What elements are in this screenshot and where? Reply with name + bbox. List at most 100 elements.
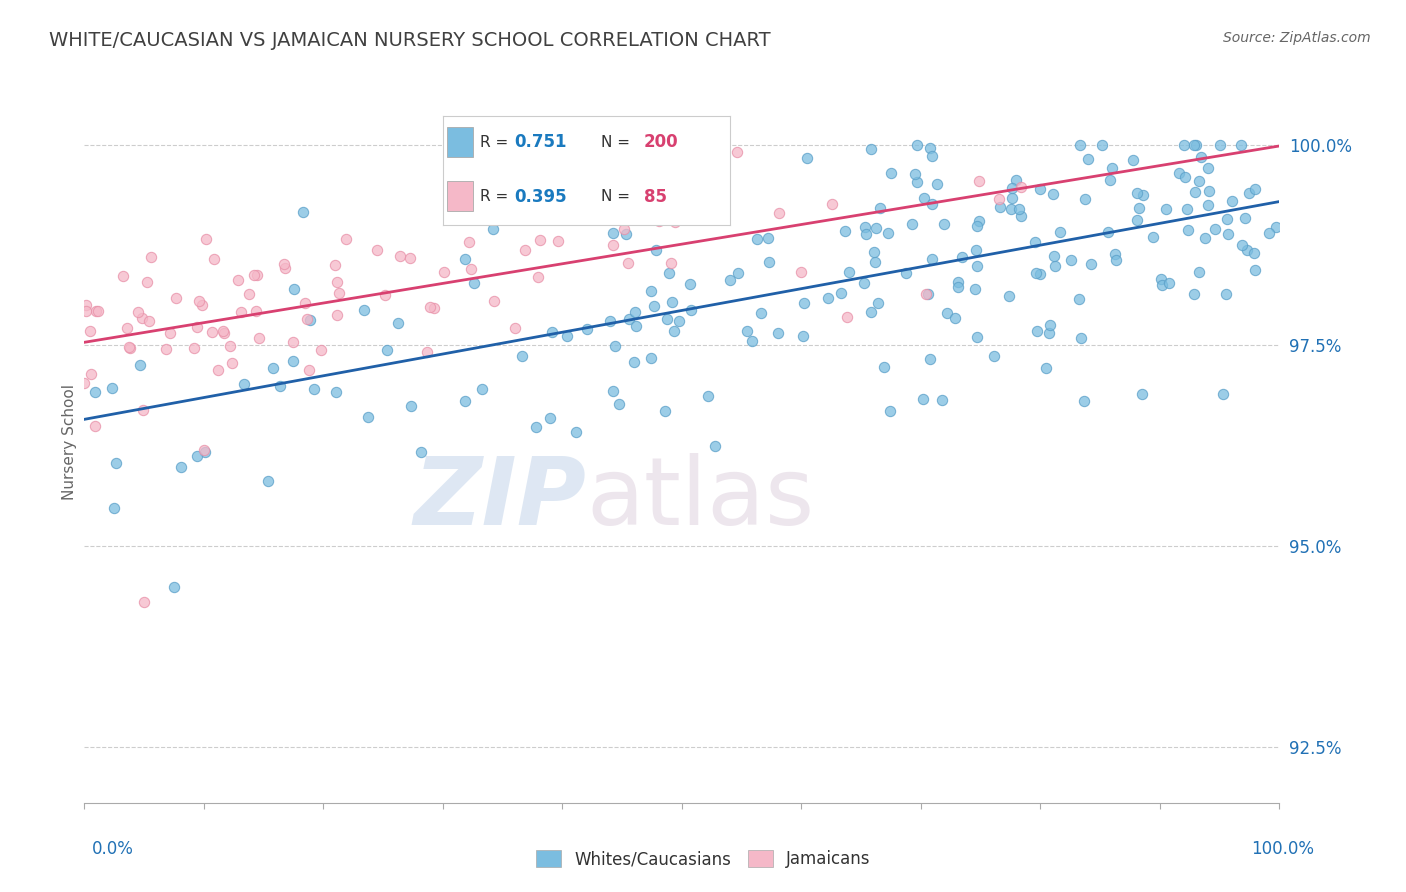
Point bbox=[1198, 184, 1220, 198]
Point bbox=[83, 384, 105, 399]
Point bbox=[1128, 201, 1150, 215]
Point bbox=[931, 392, 953, 407]
Point bbox=[1029, 268, 1052, 282]
Point bbox=[921, 197, 943, 211]
Point bbox=[1025, 266, 1047, 280]
Point bbox=[911, 392, 934, 406]
Point bbox=[1189, 150, 1212, 164]
Point bbox=[987, 192, 1010, 206]
Point bbox=[1234, 211, 1257, 226]
Point bbox=[309, 343, 332, 357]
Point bbox=[1177, 223, 1199, 237]
Point bbox=[654, 404, 676, 418]
Point bbox=[1043, 259, 1066, 273]
Point bbox=[737, 324, 759, 338]
Point bbox=[207, 362, 229, 376]
Point bbox=[821, 197, 844, 211]
Point bbox=[201, 325, 224, 339]
Point bbox=[454, 393, 477, 408]
Point bbox=[212, 326, 235, 340]
Point bbox=[921, 252, 943, 266]
Point bbox=[186, 449, 208, 463]
Point bbox=[792, 329, 814, 343]
Point bbox=[1173, 137, 1195, 152]
Point bbox=[1216, 211, 1239, 226]
Point bbox=[482, 221, 505, 235]
Point bbox=[1029, 182, 1052, 196]
Point bbox=[132, 595, 156, 609]
Point bbox=[912, 191, 935, 205]
Point bbox=[138, 314, 160, 328]
Point bbox=[84, 303, 107, 318]
Point bbox=[1258, 226, 1281, 240]
Point bbox=[112, 269, 135, 284]
Point bbox=[876, 226, 898, 240]
Point bbox=[1099, 173, 1122, 187]
Point bbox=[1105, 252, 1128, 267]
Point bbox=[745, 232, 768, 246]
Point bbox=[465, 203, 488, 218]
Point bbox=[966, 329, 988, 343]
Point bbox=[295, 311, 318, 326]
Point bbox=[283, 354, 305, 368]
Point bbox=[704, 439, 727, 453]
Point bbox=[419, 300, 441, 314]
Point bbox=[191, 298, 214, 312]
Point bbox=[915, 287, 938, 301]
Point bbox=[932, 217, 955, 231]
Point bbox=[1035, 361, 1057, 376]
Point bbox=[756, 231, 779, 245]
Point bbox=[256, 474, 278, 488]
Point bbox=[1185, 137, 1208, 152]
Point bbox=[1073, 394, 1095, 409]
Point bbox=[1060, 252, 1083, 267]
Point bbox=[998, 289, 1021, 303]
Point bbox=[326, 308, 349, 322]
Point bbox=[865, 221, 887, 235]
Point bbox=[374, 288, 396, 302]
Point bbox=[416, 345, 439, 359]
Point bbox=[292, 205, 315, 219]
Point bbox=[1126, 186, 1149, 201]
Point bbox=[599, 313, 621, 327]
Point bbox=[1212, 387, 1234, 401]
Point bbox=[659, 256, 682, 270]
Point bbox=[357, 410, 380, 425]
Point bbox=[880, 166, 903, 180]
Text: 100.0%: 100.0% bbox=[1251, 840, 1315, 858]
Point bbox=[1132, 386, 1154, 401]
Point bbox=[387, 317, 409, 331]
Point bbox=[1216, 227, 1239, 242]
Point bbox=[87, 303, 110, 318]
Point bbox=[202, 252, 225, 266]
Point bbox=[115, 321, 138, 335]
Text: atlas: atlas bbox=[586, 453, 814, 545]
Point bbox=[529, 233, 551, 247]
Point bbox=[1132, 188, 1154, 202]
Point bbox=[117, 340, 139, 354]
Legend: Whites/Caucasians, Jamaicans: Whites/Caucasians, Jamaicans bbox=[529, 843, 877, 875]
Point bbox=[1080, 257, 1102, 271]
Point bbox=[1194, 231, 1216, 245]
Point bbox=[247, 331, 270, 345]
Point bbox=[1208, 137, 1230, 152]
Point bbox=[1039, 318, 1062, 332]
Point bbox=[73, 376, 96, 390]
Point bbox=[917, 287, 939, 301]
Point bbox=[269, 378, 291, 392]
Point bbox=[456, 200, 478, 214]
Point bbox=[389, 249, 412, 263]
Point bbox=[510, 349, 533, 363]
Point bbox=[302, 382, 325, 396]
Point bbox=[155, 342, 177, 356]
Point bbox=[524, 420, 547, 434]
Point bbox=[790, 264, 813, 278]
Point bbox=[1101, 161, 1123, 175]
Point bbox=[463, 276, 485, 290]
Point bbox=[273, 257, 295, 271]
Point bbox=[725, 145, 748, 159]
Point bbox=[640, 284, 662, 298]
Point bbox=[1230, 238, 1253, 252]
Point bbox=[1069, 137, 1091, 152]
Point bbox=[1074, 192, 1097, 206]
